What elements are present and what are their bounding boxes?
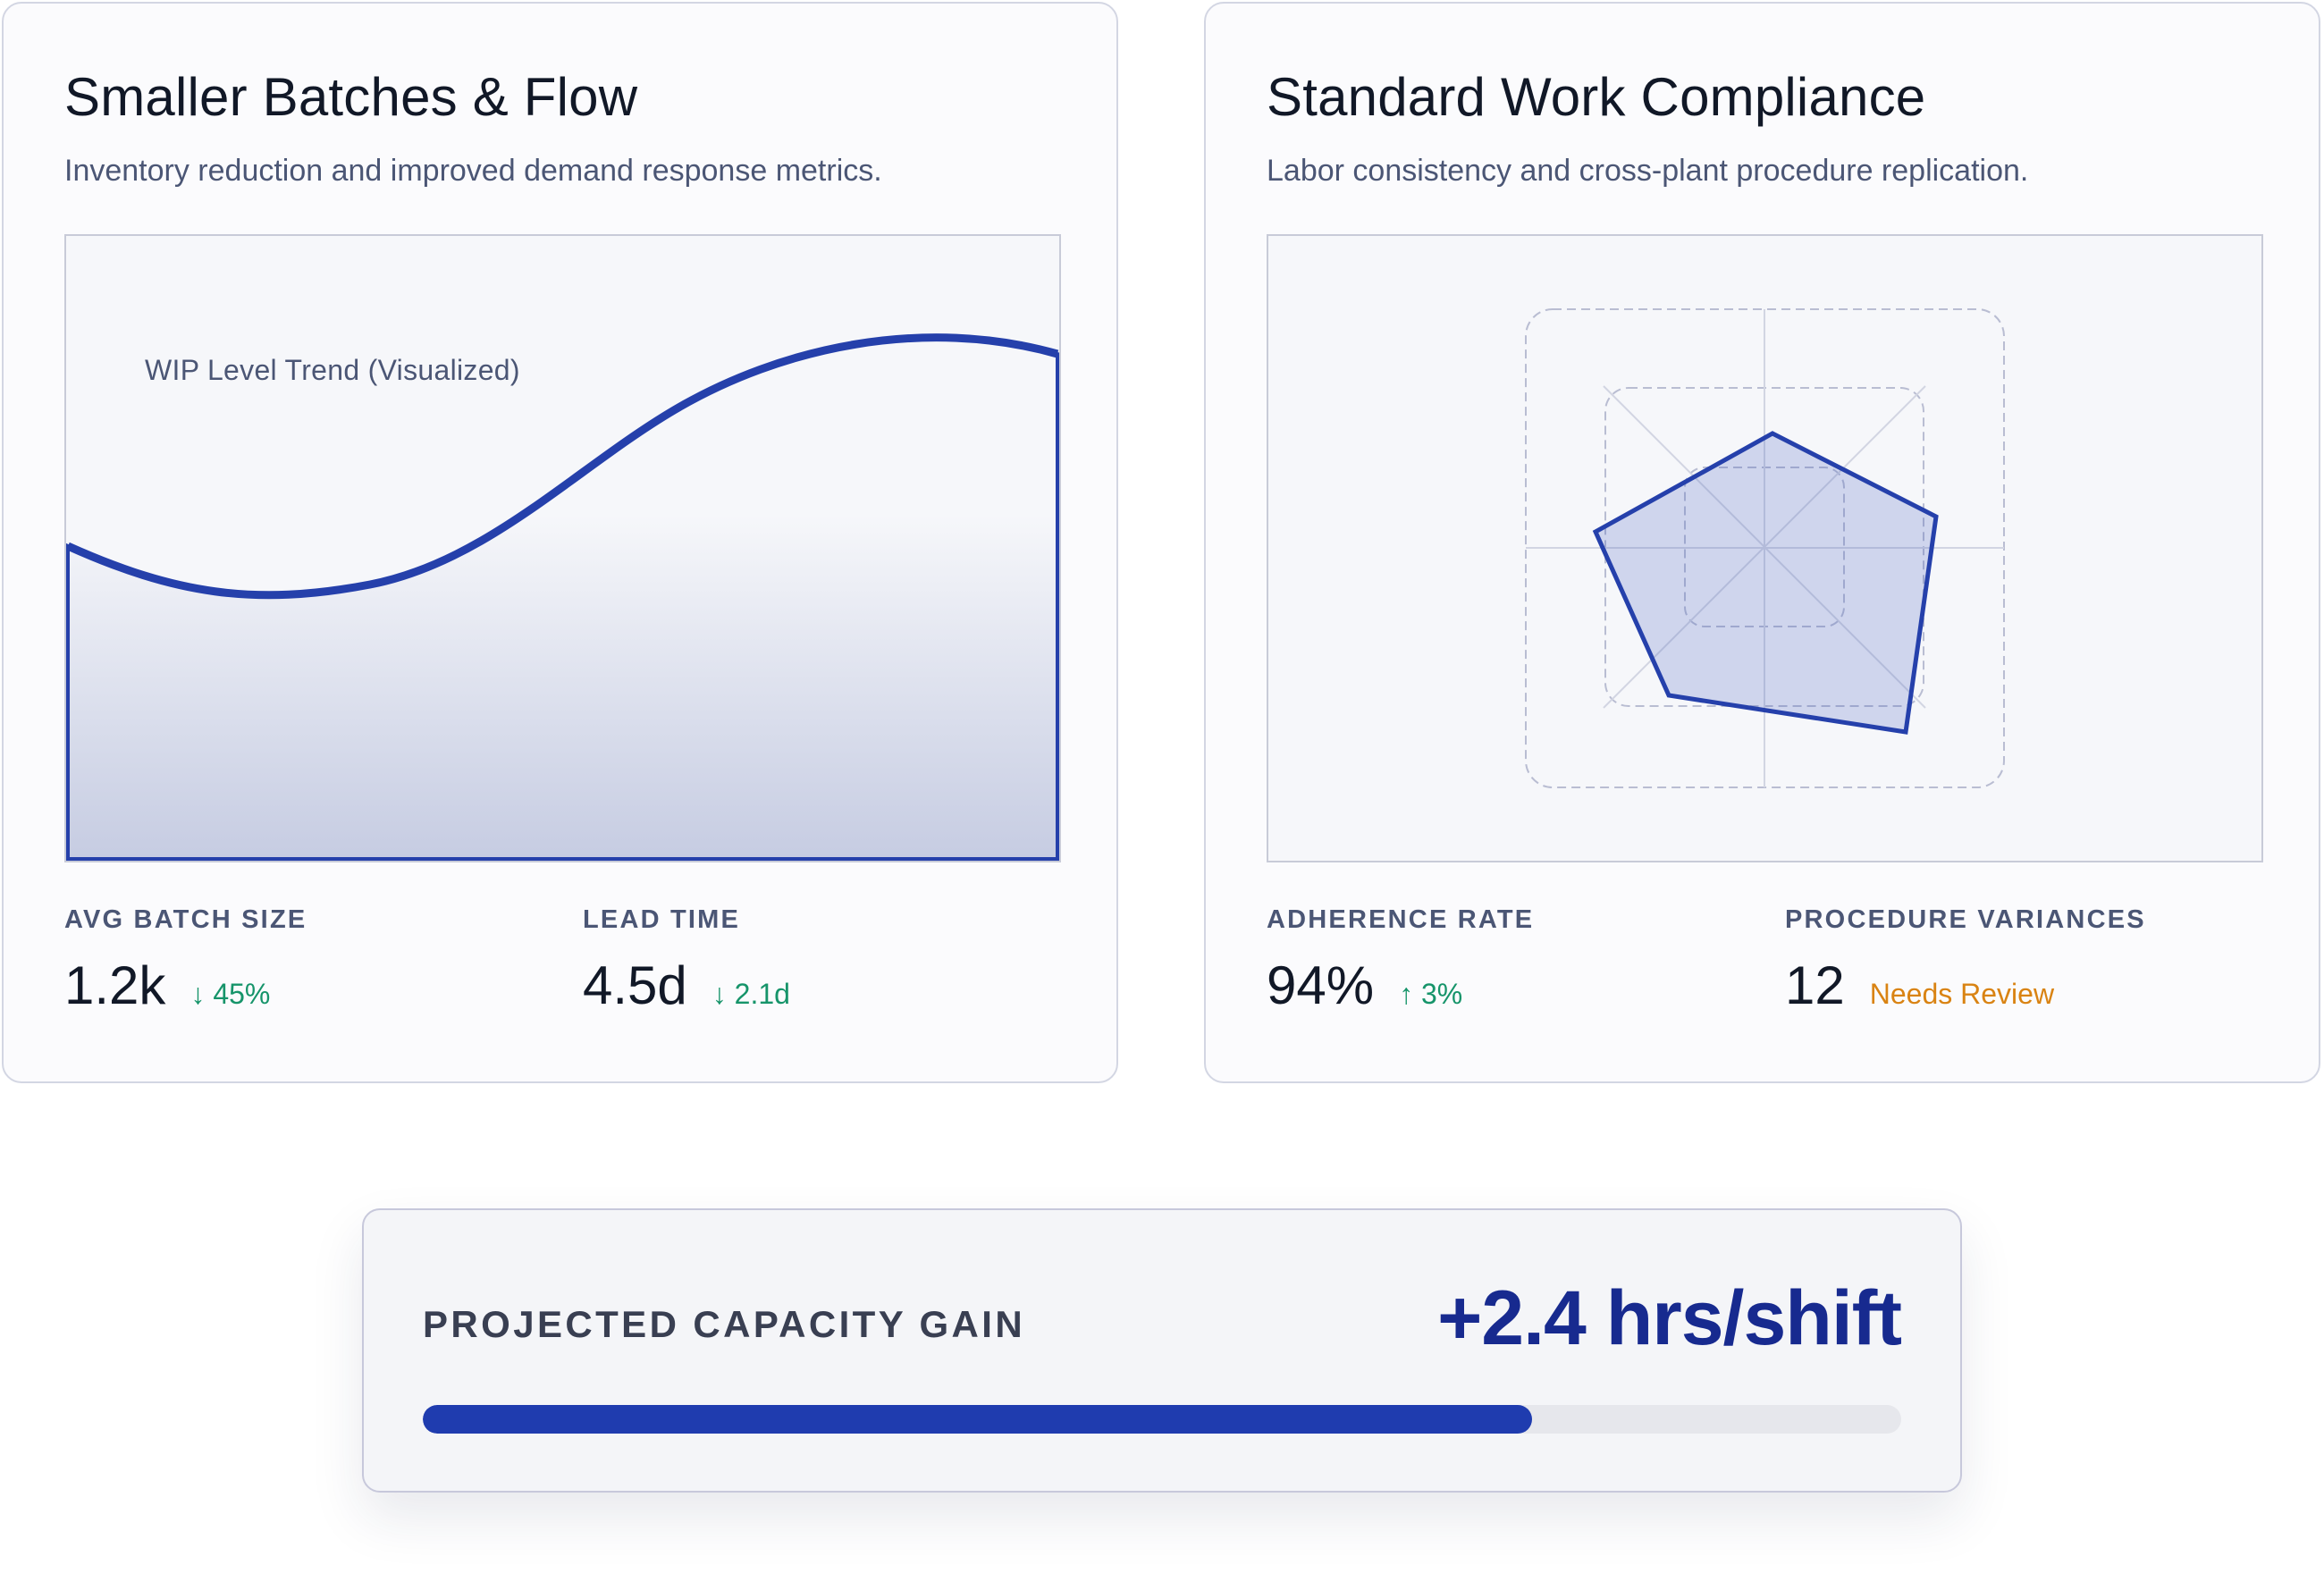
radar-axes <box>1526 309 2004 787</box>
card-title: Smaller Batches & Flow <box>64 67 638 127</box>
projected-capacity-panel: PROJECTED CAPACITY GAIN +2.4 hrs/shift <box>362 1208 1962 1493</box>
card-subtitle: Inventory reduction and improved demand … <box>64 154 882 188</box>
procedure-variances-metric: PROCEDURE VARIANCES 12 Needs Review <box>1785 903 2146 1025</box>
card-title: Standard Work Compliance <box>1267 67 1926 127</box>
card-subtitle: Labor consistency and cross-plant proced… <box>1267 154 2029 188</box>
metric-label: PROCEDURE VARIANCES <box>1785 905 2146 934</box>
avg-batch-size-metric: AVG BATCH SIZE 1.2k ↓ 45% <box>64 903 307 1025</box>
metric-value: 4.5d <box>583 955 687 1015</box>
metric-value: 94% <box>1267 955 1375 1015</box>
capacity-progress-fill <box>423 1405 1532 1434</box>
wip-trend-graphic <box>66 333 1059 861</box>
capacity-value: +2.4 hrs/shift <box>1437 1275 1902 1361</box>
metric-label: LEAD TIME <box>583 905 741 934</box>
metric-value: 12 <box>1785 955 1845 1015</box>
lead-time-metric: LEAD TIME 4.5d ↓ 2.1d <box>583 903 790 1025</box>
radar-shape <box>1592 431 1939 735</box>
wip-trend-line <box>66 333 1059 600</box>
standard-work-card: Standard Work Compliance Labor consisten… <box>1204 2 2320 1083</box>
metric-value: 1.2k <box>64 955 166 1015</box>
needs-review-status: Needs Review <box>1869 978 2055 1010</box>
radar-graphic <box>1525 308 2005 788</box>
smaller-batches-card: Smaller Batches & Flow Inventory reducti… <box>2 2 1118 1083</box>
adherence-rate-metric: ADHERENCE RATE 94% ↑ 3% <box>1267 903 1534 1025</box>
compliance-radar-chart <box>1267 234 2263 862</box>
metric-delta: ↑ 3% <box>1399 978 1463 1010</box>
wip-trend-chart: WIP Level Trend (Visualized) <box>64 234 1061 862</box>
wip-trend-area <box>66 335 1059 861</box>
metric-label: AVG BATCH SIZE <box>64 905 307 934</box>
capacity-label: PROJECTED CAPACITY GAIN <box>423 1303 1026 1345</box>
capacity-progress-bar <box>423 1405 1901 1434</box>
metric-label: ADHERENCE RATE <box>1267 905 1535 934</box>
chart-label: WIP Level Trend (Visualized) <box>145 354 520 386</box>
metric-delta: ↓ 2.1d <box>712 978 790 1010</box>
metric-delta: ↓ 45% <box>190 978 271 1010</box>
